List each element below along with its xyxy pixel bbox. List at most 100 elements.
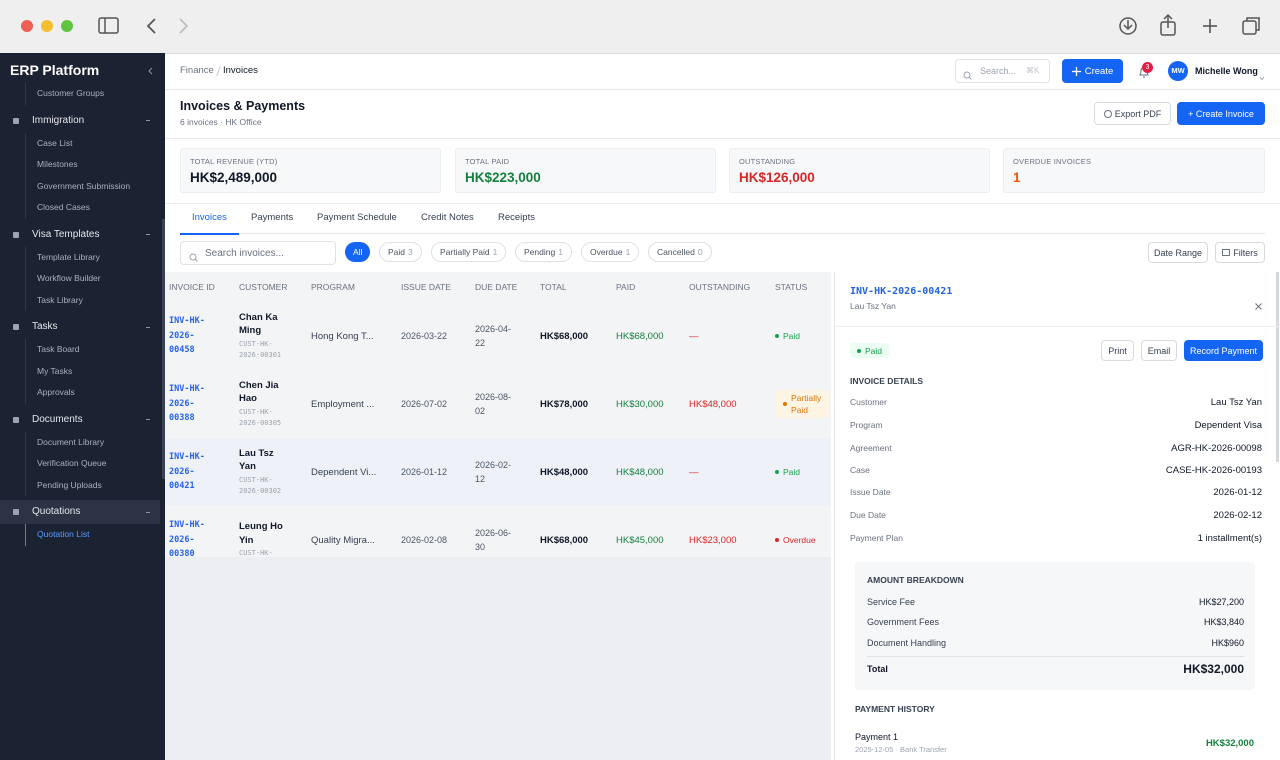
filters-button[interactable]: Filters [1215,242,1265,263]
status-cell: Paid [775,330,831,342]
nav-group-label: Documents [32,413,83,425]
avatar[interactable]: MW [1168,61,1188,81]
nav-guide [25,453,26,475]
search-icon [963,67,972,85]
tab[interactable]: Invoices [180,203,239,235]
nav-group[interactable]: Visa Templates [0,223,160,247]
chip-label: Pending [524,247,556,257]
search-shortcut: ⌘K [1026,66,1040,75]
filter-chip[interactable]: Paid 3 [379,242,422,262]
export-button[interactable]: Export PDF [1094,102,1171,125]
action-button[interactable]: Print [1101,340,1134,361]
table-body: INV-HK-2026-00458 Chan Ka Ming CUST-HK-202… [165,302,831,557]
detail-invoice-id: INV-HK-2026-00421 [850,286,953,297]
paid: HK$30,000 [616,398,664,410]
nav-item[interactable]: Customer Groups [0,83,160,105]
outstanding: — [689,466,699,478]
nav-item[interactable]: Quotation List [0,524,160,546]
panel-scrollbar [1276,272,1279,462]
action-button[interactable]: Record Payment [1184,340,1263,361]
user-menu-icon-svg [1259,76,1265,81]
due-date: 2026-06-30 [475,528,512,552]
date-range-button[interactable]: Date Range [1148,242,1208,263]
nav-guide [25,360,26,382]
filter-chip[interactable]: All [345,242,371,262]
tab[interactable]: Receipts [498,212,535,223]
detail-label: Due Date [850,510,886,520]
sidebar: ERP Platform Customer Groups Immigration C… [0,53,165,760]
breadcrumb-item[interactable]: Finance [180,65,214,76]
nav-item[interactable]: Document Library [0,431,160,453]
nav-item[interactable]: Case List [0,132,160,154]
nav-group-label: Visa Templates [32,228,100,240]
detail-label: Customer [850,397,887,407]
export-icon [1103,109,1112,118]
filter-chip[interactable]: Pending 1 [515,242,572,262]
nav-item[interactable]: My Tasks [0,360,160,382]
nav-item[interactable]: Verification Queue [0,453,160,475]
table-row[interactable]: INV-HK-2026-00458 Chan Ka Ming CUST-HK-202… [165,302,831,371]
close-icon[interactable] [1255,297,1262,315]
chip-label: Cancelled [657,247,695,257]
chip-label: Partially Paid [440,247,490,257]
search-placeholder: Search invoices... [205,247,284,259]
column-header: STATUS [775,282,808,292]
status-label: Paid [783,331,801,341]
outstanding: HK$23,000 [689,534,737,546]
collapse-icon[interactable] [147,67,155,75]
column-header: ISSUE DATE [401,282,451,292]
nav-item[interactable]: Pending Uploads [0,474,160,496]
detail-value: Lau Tsz Yan [1210,397,1262,408]
nav-group[interactable]: Quotations [0,500,160,524]
filter-chip[interactable]: Overdue 1 [581,242,640,262]
nav-item[interactable]: Template Library [0,246,160,268]
nav-item[interactable]: Closed Cases [0,197,160,219]
kpi-label: OUTSTANDING [739,157,796,166]
nav-item[interactable]: Task Board [0,339,160,361]
tab[interactable]: Payment Schedule [317,212,397,223]
filter-chip[interactable]: Partially Paid 1 [431,242,507,262]
issue-date: 2026-01-12 [401,467,448,477]
kpi-value: HK$126,000 [739,170,815,185]
breakdown-value: HK$27,200 [1198,597,1244,607]
nav-item[interactable]: Workflow Builder [0,268,160,290]
user-name[interactable]: Michelle Wong [1195,66,1258,76]
total-label: Total [867,664,888,674]
invoice-id: INV-HK-2026-00388 [169,384,205,424]
kpi-card: TOTAL PAID HK$223,000 [455,148,716,193]
program: Dependent Vi... [311,466,377,478]
search-box[interactable]: Search... ⌘K [955,59,1050,83]
nav-group[interactable]: Documents [0,408,160,432]
action-button[interactable]: Email [1141,340,1177,361]
nav-item[interactable]: Task Library [0,289,160,311]
kpi-value: HK$223,000 [465,170,541,185]
invoice-search[interactable]: Search invoices... [180,241,336,265]
customer-name: Lau Tsz Yan [239,447,274,473]
create-invoice-button[interactable]: + Create Invoice [1177,102,1265,125]
nav-guide [25,382,26,404]
paid: HK$48,000 [616,466,664,478]
total-value: HK$32,000 [1183,662,1244,676]
page-title: Invoices & Payments [180,99,306,113]
nav-group[interactable]: Tasks [0,315,160,339]
nav-group[interactable]: Immigration [0,109,160,133]
nav-item[interactable]: Milestones [0,154,160,176]
filter-chip[interactable]: Cancelled 0 [648,242,712,262]
nav-item[interactable]: Approvals [0,382,160,404]
kpi-card: OUTSTANDING HK$126,000 [729,148,990,193]
tab[interactable]: Credit Notes [421,212,474,223]
chip-count: 0 [697,247,703,257]
detail-panel: INV-HK-2026-00421 Lau Tsz Yan Paid Print Ema… [834,272,1280,760]
invoice-id: INV-HK-2026-00458 [169,316,205,356]
table-row[interactable]: INV-HK-2026-00380 Leung Ho Yin CUST-HK- Qua… [165,506,831,557]
create-button[interactable]: Create [1062,59,1123,83]
tab[interactable]: Payments [251,212,294,223]
nav-item[interactable]: Government Submission [0,175,160,197]
table-row[interactable]: INV-HK-2026-00388 Chen Jia Hao CUST-HK-202… [165,370,831,439]
detail-label: Agreement [850,443,892,453]
breakdown-divider [867,656,1244,657]
table-row[interactable]: INV-HK-2026-00421 Lau Tsz Yan CUST-HK-2026… [165,438,831,507]
due-date: 2026-02-12 [475,460,512,484]
nav-group-toggle [146,511,150,513]
